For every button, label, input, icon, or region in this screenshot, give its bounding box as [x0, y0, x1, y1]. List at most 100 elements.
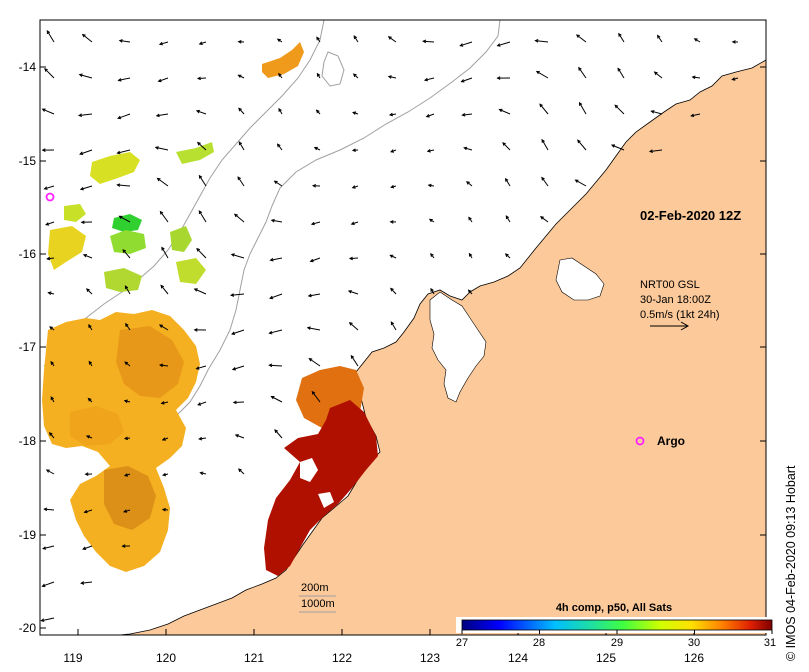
current-arrow-head	[269, 258, 274, 262]
current-arrow-head	[157, 78, 162, 83]
current-arrow-head	[466, 181, 470, 185]
current-arrow	[41, 617, 55, 622]
credit-label: © IMOS 04-Feb-2020 09:13 Hobart	[784, 465, 798, 661]
current-arrow-head	[40, 618, 45, 622]
current-arrow-head	[731, 77, 736, 81]
current-arrow-head	[310, 221, 315, 226]
current-arrow	[353, 35, 359, 43]
current-arrow	[462, 113, 473, 116]
current-arrow-head	[315, 109, 320, 114]
current-arrow-head	[430, 253, 434, 257]
current-arrow-head	[578, 66, 582, 71]
current-arrow	[277, 143, 283, 151]
current-arrow-head	[578, 101, 583, 106]
current-arrow	[79, 149, 93, 155]
current-arrow-head	[278, 107, 282, 112]
current-arrow-head	[390, 321, 395, 326]
current-arrow-head	[43, 186, 48, 190]
current-arrow-head	[422, 39, 427, 44]
current-arrow	[424, 77, 435, 81]
current-arrow	[44, 508, 55, 511]
current-arrow	[161, 247, 169, 259]
current-arrow-head	[693, 38, 698, 42]
current-arrow	[46, 30, 55, 43]
current-arrow	[119, 215, 131, 223]
current-arrow-head	[124, 361, 129, 366]
current-arrow	[42, 108, 55, 115]
current-arrow	[197, 142, 207, 151]
current-arrow	[44, 185, 55, 190]
current-arrow-head	[268, 330, 273, 335]
colorbar-tick-label: 29	[611, 637, 623, 649]
current-arrow-head	[268, 363, 273, 368]
current-arrow-head	[160, 284, 165, 289]
current-arrow	[159, 211, 169, 223]
current-arrow	[461, 77, 473, 83]
current-arrow-head	[41, 148, 46, 152]
current-arrow	[46, 469, 55, 475]
current-arrow-head	[116, 150, 121, 155]
current-arrow	[460, 41, 473, 47]
current-arrow	[499, 109, 511, 115]
current-arrow-head	[41, 108, 46, 112]
argo-label: Argo	[657, 434, 685, 448]
current-arrow	[42, 581, 55, 587]
current-arrow	[540, 216, 549, 223]
current-arrow	[119, 40, 131, 43]
current-arrow	[464, 147, 473, 151]
current-arrow	[307, 327, 321, 331]
current-arrow-head	[195, 109, 200, 114]
current-arrow-head	[276, 38, 281, 43]
current-arrow	[505, 178, 511, 187]
current-arrow-head	[459, 43, 464, 47]
current-arrow	[47, 257, 55, 260]
inlet-north	[555, 257, 605, 301]
current-arrow-head	[82, 546, 87, 550]
current-arrow-head	[352, 111, 357, 115]
current-arrow	[232, 365, 245, 370]
current-arrow-head	[118, 215, 123, 219]
current-arrow-head	[193, 288, 198, 292]
lat-tick-label: -17	[19, 340, 37, 354]
current-arrow-head	[389, 254, 394, 258]
current-arrow-head	[276, 143, 281, 148]
current-arrow-head	[610, 144, 616, 148]
current-arrow-head	[158, 363, 164, 368]
current-arrow-head	[731, 40, 736, 44]
current-arrow	[349, 257, 359, 260]
current-arrow	[502, 142, 511, 151]
current-arrow-head	[195, 366, 200, 370]
current-arrow	[270, 257, 283, 261]
current-arrow	[238, 468, 245, 475]
current-arrow-head	[231, 367, 236, 371]
current-arrow	[269, 364, 283, 367]
lat-tick-label: -16	[19, 247, 37, 261]
current-arrow	[539, 103, 549, 115]
current-arrow	[117, 113, 131, 119]
current-arrow-head	[467, 289, 472, 294]
current-arrow	[160, 364, 169, 367]
current-arrow	[118, 77, 131, 81]
lat-tick-label: -19	[19, 528, 37, 542]
current-arrow-head	[274, 429, 278, 434]
current-arrow	[233, 401, 245, 403]
current-arrow	[196, 365, 207, 370]
current-arrow-head	[270, 396, 275, 400]
current-arrow-head	[425, 114, 430, 118]
current-arrow-head	[118, 39, 123, 43]
current-arrow-head	[535, 70, 540, 75]
current-arrow-head	[123, 509, 128, 513]
current-arrow	[497, 41, 511, 47]
current-arrow-head	[199, 471, 204, 476]
current-legend-model: NRT00 GSL	[640, 279, 700, 291]
current-arrow	[577, 139, 587, 151]
current-arrow-head	[278, 72, 282, 77]
current-arrow-head	[423, 77, 429, 82]
current-arrow	[274, 429, 283, 439]
current-arrow	[160, 285, 169, 295]
current-arrow	[308, 293, 321, 297]
current-arrow-head	[123, 436, 129, 441]
current-arrow-head	[311, 390, 316, 395]
current-arrow-head	[347, 290, 352, 294]
current-arrow-head	[116, 183, 121, 187]
